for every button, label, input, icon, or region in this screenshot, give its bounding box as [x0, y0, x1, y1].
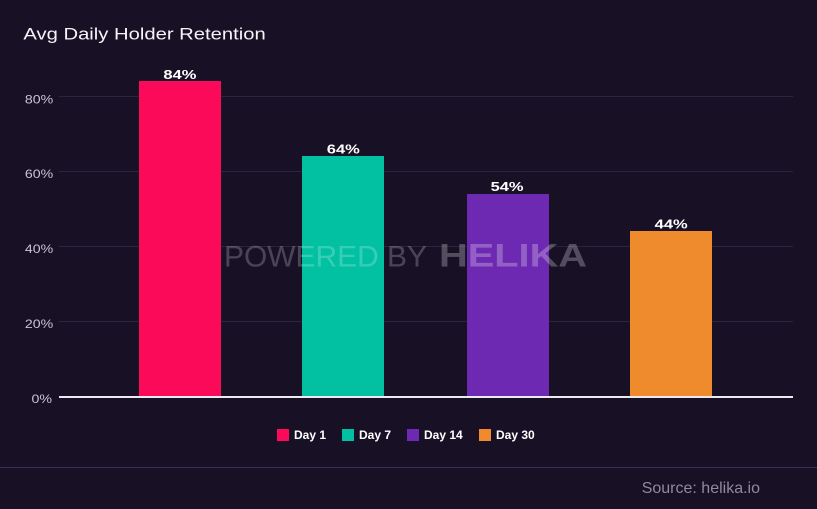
svg-text:0%: 0%	[32, 392, 53, 406]
svg-text:44%: 44%	[655, 217, 689, 232]
svg-text:54%: 54%	[491, 179, 525, 194]
svg-text:POWERED BY: POWERED BY	[224, 241, 427, 274]
svg-text:40%: 40%	[25, 242, 54, 256]
svg-text:80%: 80%	[25, 92, 54, 106]
svg-text:20%: 20%	[25, 317, 54, 331]
svg-text:84%: 84%	[163, 67, 197, 82]
svg-text:HELIKA: HELIKA	[439, 238, 587, 274]
svg-text:Avg Daily Holder Retention: Avg Daily Holder Retention	[23, 24, 265, 43]
svg-text:64%: 64%	[327, 142, 361, 157]
svg-text:60%: 60%	[25, 167, 54, 181]
